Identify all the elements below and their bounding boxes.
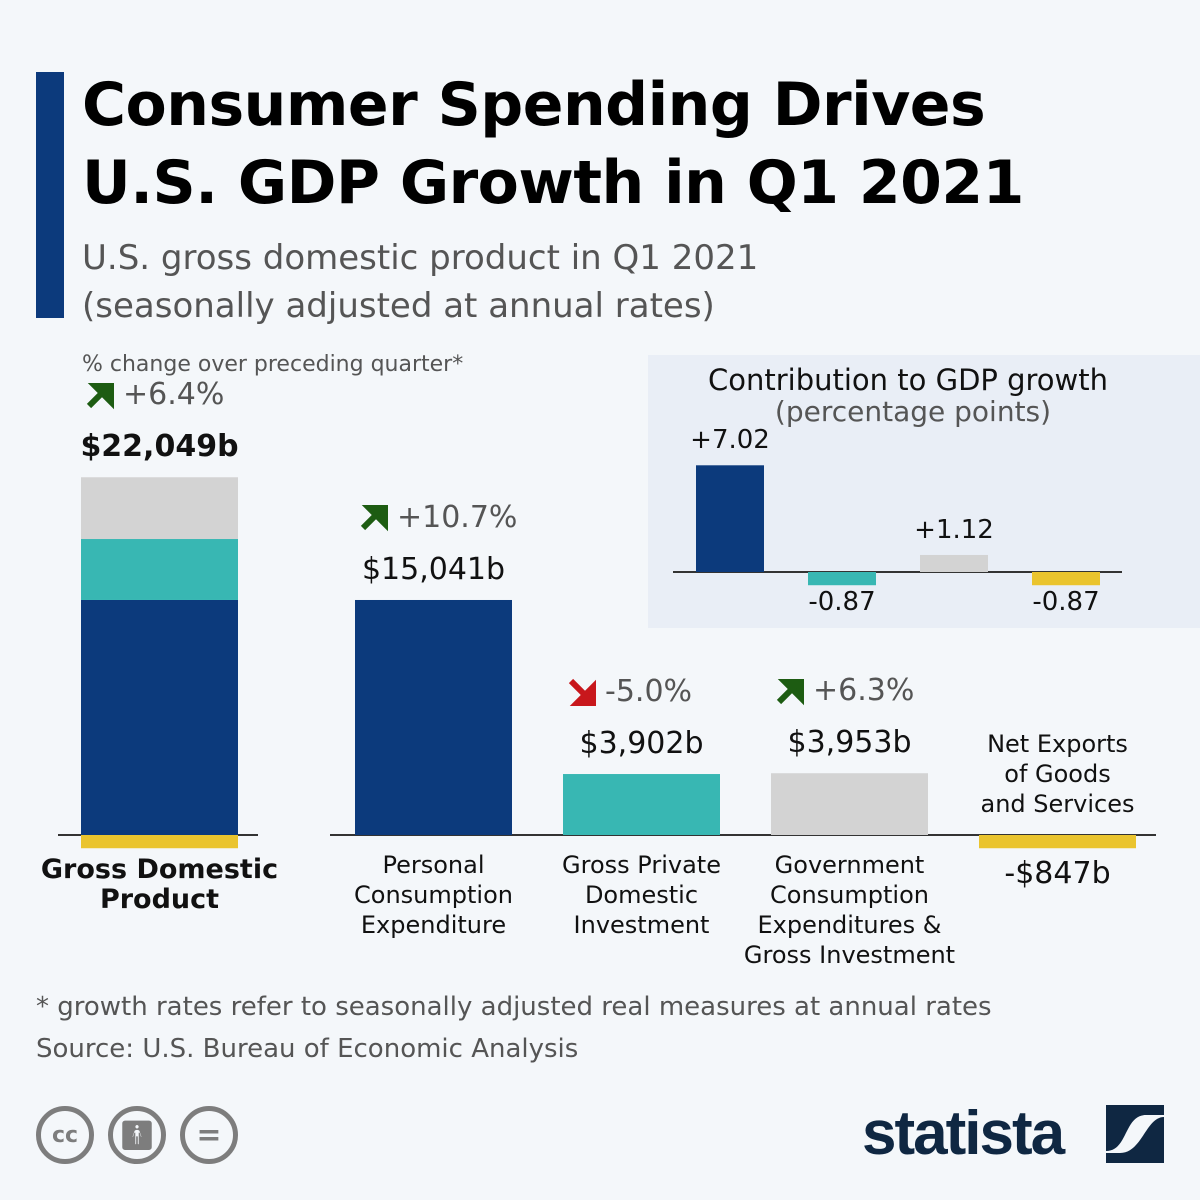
category-label-line: of Goods <box>1004 760 1111 788</box>
category-label-line: Personal <box>382 851 485 879</box>
change-label-2: -5.0% <box>567 674 692 709</box>
bar-4 <box>979 835 1136 849</box>
change-value: +10.7% <box>397 499 518 535</box>
category-label-line: Gross Domestic <box>40 854 279 885</box>
category-label-line: Domestic <box>584 881 699 909</box>
category-label-gov: Government Consumption Expenditures & Gross… <box>730 850 970 970</box>
contribution-panel: Contribution to GDP growth (percentage p… <box>648 355 1200 628</box>
bar-2 <box>563 774 720 835</box>
cc-icon: cc <box>36 1106 94 1164</box>
category-label-line: Consumption <box>354 881 513 909</box>
gdp-segment-net-exports <box>81 835 238 849</box>
up-arrow-icon <box>360 505 388 532</box>
category-label-pce: Personal Consumption Expenditure <box>314 850 554 940</box>
inset-title: Contribution to GDP growth <box>707 363 1109 397</box>
category-label-line: Consumption <box>770 881 929 909</box>
inset-bar-1 <box>808 572 876 586</box>
change-label-1: +10.7% <box>359 500 517 535</box>
attribution-icon: 🚹︎ <box>108 1106 166 1164</box>
change-label-0: +6.4% <box>85 377 224 412</box>
inset-bar-2 <box>920 554 988 572</box>
value-label-1: $15,041b <box>361 551 506 587</box>
change-value: -5.0% <box>605 674 693 710</box>
change-value: +6.4% <box>123 377 225 413</box>
statista-logo: statista <box>862 1099 1065 1168</box>
inset-value-label-3: -0.87 <box>1032 587 1100 618</box>
value-label-2: $3,902b <box>579 726 704 762</box>
value-label-4: -$847b <box>1004 856 1111 891</box>
category-label-line: Investment <box>573 911 710 939</box>
change-label-3: +6.3% <box>775 673 914 708</box>
accent-bar <box>36 72 64 318</box>
category-label-line: Gross Investment <box>743 941 956 969</box>
category-label-line: Government <box>774 851 925 879</box>
inset-value-label-1: -0.87 <box>808 587 876 618</box>
chart-subtitle: U.S. gross domestic product in Q1 2021 (s… <box>82 238 759 326</box>
chart-title: Consumer Spending Drives U.S. GDP Growth … <box>82 70 1024 218</box>
category-label-line: Expenditures & <box>757 911 942 939</box>
source: Source: U.S. Bureau of Economic Analysis <box>36 1034 579 1064</box>
inset-subtitle: (percentage points) <box>774 395 1052 428</box>
category-label-line: Gross Private <box>562 851 721 879</box>
value-label-3: $3,953b <box>787 725 912 761</box>
down-arrow-icon <box>568 678 596 706</box>
category-label-netx: Net Exports of Goods and Services <box>938 729 1178 819</box>
inset-value-label-2: +1.12 <box>914 514 994 545</box>
category-label-line: Product <box>99 884 220 915</box>
inset-bar-0 <box>696 465 764 572</box>
up-arrow-icon <box>86 382 114 409</box>
change-value: +6.3% <box>813 673 915 709</box>
gdp-segment-2 <box>81 539 238 600</box>
percent-change-note: % change over preceding quarter* <box>82 352 464 377</box>
category-label-gdp: Gross Domestic Product <box>40 855 280 915</box>
no-derivatives-icon: = <box>180 1106 238 1164</box>
up-arrow-icon <box>776 678 804 705</box>
inset-bar-3 <box>1032 572 1100 586</box>
value-label-0: $22,049b <box>80 429 239 465</box>
gdp-segment-1 <box>81 599 238 835</box>
bar-1 <box>355 599 512 835</box>
footnote: * growth rates refer to seasonally adjus… <box>36 992 992 1022</box>
category-label-line: and Services <box>980 790 1135 818</box>
category-label-gpdi: Gross Private Domestic Investment <box>522 850 762 940</box>
bar-3 <box>771 773 928 835</box>
category-label-line: Expenditure <box>360 911 507 939</box>
inset-value-label-0: +7.02 <box>690 425 770 456</box>
category-label-line: Net Exports <box>987 730 1128 758</box>
gdp-segment-3 <box>81 477 238 540</box>
statista-logo-icon <box>1106 1105 1164 1163</box>
